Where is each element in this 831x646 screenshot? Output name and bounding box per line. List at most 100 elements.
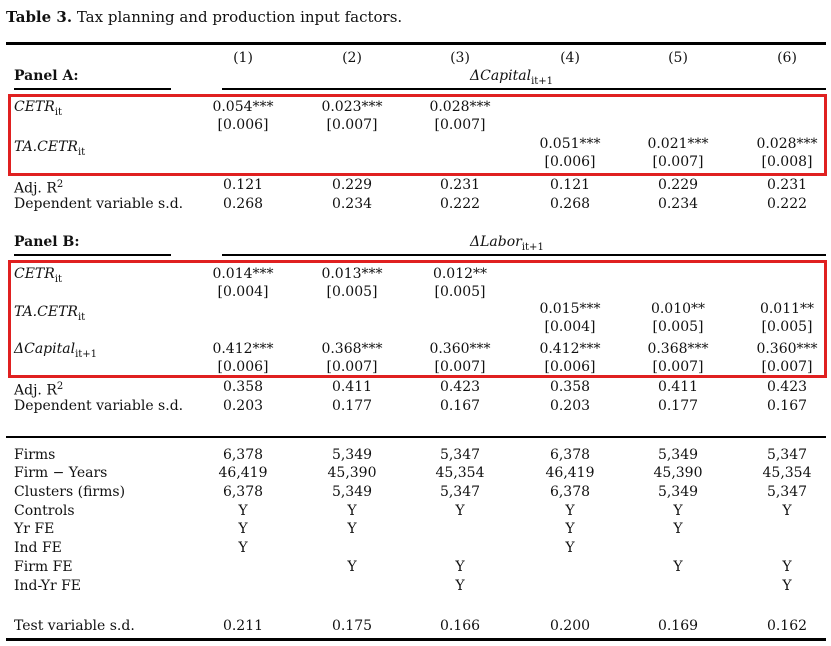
footer-row-value: 45,390 xyxy=(653,465,703,481)
regressor-label-subscript: it xyxy=(77,311,86,323)
test-sd-value: 0.162 xyxy=(766,618,808,634)
adj-r2-row-value: 0.231 xyxy=(439,177,481,193)
coefficient: 0.014*** xyxy=(212,266,274,282)
dependent-sd-row-value: 0.234 xyxy=(331,196,373,212)
coefficient: 0.011** xyxy=(759,301,815,317)
footer-row-label: Firms xyxy=(14,447,56,463)
adj-r2-row: Adj. R2 xyxy=(14,378,63,400)
coefficient: 0.028*** xyxy=(429,99,491,115)
coefficient: 0.360*** xyxy=(429,341,491,357)
footer-row-value: Y xyxy=(347,503,357,519)
standard-error: [0.007] xyxy=(761,359,813,375)
dependent-sd-row-value: 0.222 xyxy=(766,196,808,212)
footer-row-value: 46,419 xyxy=(545,465,595,481)
footer-row-value: 6,378 xyxy=(222,447,264,463)
bottom-rule xyxy=(6,638,826,641)
adj-r2-row-text: Adj. R xyxy=(14,180,57,197)
dependent-sd-row-value: 0.167 xyxy=(766,398,808,414)
dependent-sd-row-value: 0.268 xyxy=(549,196,591,212)
adj-r2-row-value: 0.411 xyxy=(657,379,699,395)
standard-error: [0.007] xyxy=(652,154,704,170)
adj-r2-row: Adj. R2 xyxy=(14,176,63,198)
coefficient: 0.368*** xyxy=(321,341,383,357)
column-header: (5) xyxy=(668,50,688,66)
standard-error: [0.005] xyxy=(652,319,704,335)
test-sd-value: 0.169 xyxy=(657,618,699,634)
top-rule xyxy=(6,42,826,45)
dependent-variable-underline xyxy=(222,88,826,90)
regressor-label-text: CETR xyxy=(14,99,55,115)
standard-error: [0.007] xyxy=(434,359,486,375)
dependent-sd-row-value: 0.268 xyxy=(222,196,264,212)
dependent-variable-subscript: it+1 xyxy=(521,241,544,253)
footer-row-label: Ind-Yr FE xyxy=(14,578,82,594)
standard-error: [0.006] xyxy=(544,359,596,375)
adj-r2-row-value: 0.229 xyxy=(331,177,373,193)
adj-r2-row-value: 0.423 xyxy=(766,379,808,395)
footer-row-value: Y xyxy=(565,521,575,537)
footer-row-value: Y xyxy=(565,503,575,519)
footer-row-value: 6,378 xyxy=(222,484,264,500)
regressor-label: CETRit xyxy=(14,265,62,289)
adj-r2-row-value: 0.411 xyxy=(331,379,373,395)
footer-row-value: 5,349 xyxy=(657,447,699,463)
adj-r2-row-text: Adj. R xyxy=(14,382,57,399)
coefficient: 0.054*** xyxy=(212,99,274,115)
standard-error: [0.007] xyxy=(326,117,378,133)
footer-row-value: Y xyxy=(673,559,683,575)
standard-error: [0.007] xyxy=(652,359,704,375)
coefficient: 0.013*** xyxy=(321,266,383,282)
standard-error: [0.006] xyxy=(217,117,269,133)
footer-row-value: Y xyxy=(455,559,465,575)
standard-error: [0.008] xyxy=(761,154,813,170)
regressor-label-text: CETR xyxy=(14,266,55,282)
adj-r2-row-value: 0.121 xyxy=(222,177,264,193)
coefficient: 0.368*** xyxy=(647,341,709,357)
panel-title: Panel A: xyxy=(14,68,79,84)
standard-error: [0.007] xyxy=(434,117,486,133)
dependent-variable-name: ΔLabor xyxy=(470,234,522,250)
coefficient: 0.412*** xyxy=(539,341,601,357)
footer-row-value: Y xyxy=(782,503,792,519)
footer-row-value: 5,349 xyxy=(657,484,699,500)
dependent-sd-row-value: 0.203 xyxy=(222,398,264,414)
test-sd-value: 0.211 xyxy=(222,618,264,634)
dependent-sd-row-text: Dependent variable s.d. xyxy=(14,196,184,212)
footer-row-value: 5,347 xyxy=(766,484,808,500)
footer-row-value: 45,354 xyxy=(762,465,812,481)
adj-r2-row-value: 0.358 xyxy=(222,379,264,395)
footer-row-value: Y xyxy=(455,503,465,519)
panel-title-underline xyxy=(14,254,171,256)
coefficient: 0.021*** xyxy=(647,136,709,152)
footer-row-value: Y xyxy=(782,559,792,575)
footer-row-value: Y xyxy=(238,521,248,537)
footer-row-label: Firm FE xyxy=(14,559,73,575)
standard-error: [0.005] xyxy=(326,284,378,300)
footer-row-label: Firm − Years xyxy=(14,465,108,481)
dependent-sd-row-text: Dependent variable s.d. xyxy=(14,398,184,414)
coefficient: 0.028*** xyxy=(756,136,818,152)
adj-r2-row-superscript: 2 xyxy=(56,381,64,392)
regressor-label-text: TA.CETR xyxy=(14,304,78,320)
standard-error: [0.004] xyxy=(217,284,269,300)
standard-error: [0.006] xyxy=(217,359,269,375)
table-caption: Table 3. Tax planning and production inp… xyxy=(6,8,402,26)
coefficient: 0.023*** xyxy=(321,99,383,115)
standard-error: [0.006] xyxy=(544,154,596,170)
dependent-sd-row: Dependent variable s.d. xyxy=(14,195,183,213)
regressor-label-subscript: it xyxy=(54,273,63,285)
coefficient: 0.012** xyxy=(432,266,488,282)
footer-row-value: 5,347 xyxy=(766,447,808,463)
footer-row-value: 46,419 xyxy=(218,465,268,481)
panel-title: Panel B: xyxy=(14,234,80,250)
mid-rule xyxy=(6,436,826,438)
caption-label: Table 3. xyxy=(6,8,73,26)
footer-row-value: 6,378 xyxy=(549,447,591,463)
footer-row-label: Clusters (firms) xyxy=(14,484,126,500)
standard-error: [0.005] xyxy=(761,319,813,335)
regressor-label: TA.CETRit xyxy=(14,138,85,162)
dependent-variable-underline xyxy=(222,254,826,256)
coefficient: 0.010** xyxy=(650,301,706,317)
regressor-label-text: TA.CETR xyxy=(14,139,78,155)
column-header: (3) xyxy=(450,50,470,66)
